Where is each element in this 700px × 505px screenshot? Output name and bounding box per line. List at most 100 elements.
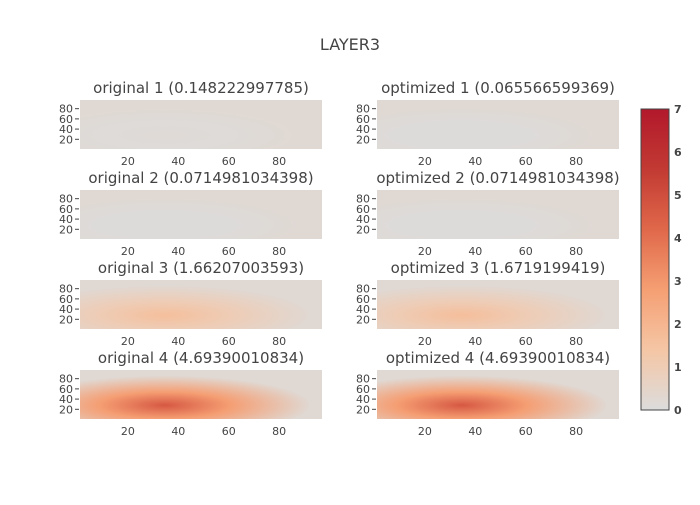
heatmap-surface (80, 370, 322, 419)
y-tick-label: 60 (356, 113, 370, 126)
heatmap-panel: original 1 (0.148222997785)20 40 60 8080604… (59, 79, 322, 168)
panel-title: original 1 (0.148222997785) (93, 79, 309, 97)
y-tick-label: 20 (59, 313, 73, 326)
y-tick-label: 40 (356, 123, 370, 136)
x-tick-label: 80 (569, 425, 583, 438)
y-tick-label: 40 (356, 393, 370, 406)
x-tick-label: 40 (171, 245, 185, 258)
y-tick-label: 40 (356, 213, 370, 226)
heatmap-panel: optimized 2 (0.0714981034398)20 40 60 80806… (356, 169, 620, 258)
x-tick-label: 40 (171, 155, 185, 168)
y-tick-label: 80 (59, 193, 73, 206)
x-tick-label: 40 (468, 155, 482, 168)
x-tick-label: 60 (222, 155, 236, 168)
x-tick-label: 20 (121, 335, 135, 348)
x-tick-label: 20 (418, 425, 432, 438)
y-tick-label: 20 (356, 403, 370, 416)
y-tick-label: 20 (356, 313, 370, 326)
panel-title: original 3 (1.66207003593) (98, 259, 304, 277)
heatmap-panel: original 3 (1.66207003593)20 40 60 80806040… (59, 259, 322, 348)
y-tick-label: 20 (59, 403, 73, 416)
x-tick-label: 20 (121, 245, 135, 258)
colorbar-tick-label: 2 (674, 318, 682, 331)
y-tick-label: 80 (59, 283, 73, 296)
y-tick-label: 80 (59, 373, 73, 386)
y-tick-label: 60 (356, 293, 370, 306)
y-tick-label: 40 (59, 393, 73, 406)
x-tick-label: 80 (569, 155, 583, 168)
x-tick-label: 60 (519, 245, 533, 258)
heatmap-surface (377, 100, 619, 149)
x-tick-label: 20 (121, 425, 135, 438)
x-tick-label: 80 (272, 155, 286, 168)
y-tick-label: 80 (356, 103, 370, 116)
y-tick-label: 80 (356, 373, 370, 386)
panel-title: original 4 (4.69390010834) (98, 349, 304, 367)
colorbar-scale (640, 108, 670, 411)
heatmap-surface (80, 280, 322, 329)
colorbar-tick-label: 1 (674, 361, 682, 374)
y-tick-label: 60 (59, 383, 73, 396)
x-tick-label: 80 (272, 425, 286, 438)
heatmap-panel: optimized 3 (1.6719199419)20 40 60 80806040… (356, 259, 619, 348)
colorbar-tick-label: 5 (674, 189, 682, 202)
y-tick-label: 80 (356, 193, 370, 206)
y-tick-label: 60 (59, 203, 73, 216)
x-tick-label: 40 (171, 335, 185, 348)
y-tick-label: 40 (59, 213, 73, 226)
y-tick-label: 80 (59, 103, 73, 116)
heatmap-panel: optimized 1 (0.065566599369)20 40 60 808060… (356, 79, 619, 168)
x-tick-label: 60 (519, 155, 533, 168)
chart-title: LAYER3 (320, 35, 380, 54)
panel-title: optimized 1 (0.065566599369) (381, 79, 615, 97)
x-tick-label: 40 (468, 245, 482, 258)
panels-layer: original 1 (0.148222997785)20 40 60 8080604… (59, 79, 620, 438)
heatmap-surface (377, 370, 619, 419)
colorbar-tick-label: 7 (674, 103, 682, 116)
panel-title: original 2 (0.0714981034398) (88, 169, 313, 187)
y-tick-label: 20 (356, 223, 370, 236)
panel-title: optimized 4 (4.69390010834) (386, 349, 610, 367)
x-tick-label: 60 (519, 425, 533, 438)
x-tick-label: 20 (418, 155, 432, 168)
y-tick-label: 60 (59, 113, 73, 126)
y-tick-label: 20 (356, 133, 370, 146)
x-tick-label: 40 (468, 425, 482, 438)
heatmap-surface (80, 190, 322, 239)
heatmap-surface (377, 190, 619, 239)
x-tick-label: 60 (222, 425, 236, 438)
x-tick-label: 40 (171, 425, 185, 438)
x-tick-label: 20 (418, 335, 432, 348)
panel-title: optimized 3 (1.6719199419) (391, 259, 606, 277)
y-tick-label: 20 (59, 223, 73, 236)
y-tick-label: 40 (356, 303, 370, 316)
x-tick-label: 60 (222, 335, 236, 348)
x-tick-label: 60 (222, 245, 236, 258)
x-tick-label: 60 (519, 335, 533, 348)
colorbar-tick-label: 6 (674, 146, 682, 159)
heatmap-panel: optimized 4 (4.69390010834)20 40 60 8080604… (356, 349, 619, 438)
x-tick-label: 80 (272, 335, 286, 348)
y-tick-label: 60 (59, 293, 73, 306)
x-tick-label: 20 (418, 245, 432, 258)
colorbar-tick-label: 4 (674, 232, 682, 245)
colorbar-tick-label: 0 (674, 404, 682, 417)
x-tick-label: 80 (569, 335, 583, 348)
x-tick-label: 80 (569, 245, 583, 258)
x-tick-label: 80 (272, 245, 286, 258)
x-tick-label: 20 (121, 155, 135, 168)
heatmap-panel: original 2 (0.0714981034398)20 40 60 808060… (59, 169, 322, 258)
heatmap-surface (377, 280, 619, 329)
colorbar: 0 1 2 3 4 5 6 7 (640, 103, 682, 417)
x-tick-label: 40 (468, 335, 482, 348)
y-tick-label: 60 (356, 203, 370, 216)
y-tick-label: 80 (356, 283, 370, 296)
panel-title: optimized 2 (0.0714981034398) (376, 169, 619, 187)
heatmap-panel: original 4 (4.69390010834)20 40 60 80806040… (59, 349, 322, 438)
y-tick-label: 40 (59, 123, 73, 136)
y-tick-label: 20 (59, 133, 73, 146)
colorbar-tick-label: 3 (674, 275, 682, 288)
y-tick-label: 40 (59, 303, 73, 316)
